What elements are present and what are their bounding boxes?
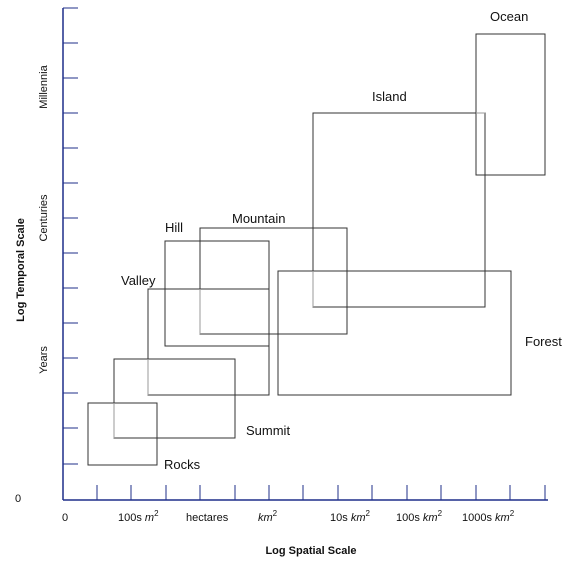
summit-box xyxy=(113,358,236,439)
island-label: Island xyxy=(372,89,407,104)
y-tick-millennia: Millennia xyxy=(38,64,50,108)
x-tick-zero: 0 xyxy=(62,512,68,524)
forest-label: Forest xyxy=(525,334,562,349)
x-tick-10s-km2: 10s km2 xyxy=(330,509,370,524)
y-tick-years: Years xyxy=(38,346,50,374)
x-tick-1000s-km2: 1000s km2 xyxy=(462,509,515,524)
y-axis-title: Log Temporal Scale xyxy=(15,218,27,322)
hill-label: Hill xyxy=(165,220,183,235)
y-ticks xyxy=(63,7,78,465)
x-axis-title: Log Spatial Scale xyxy=(265,545,356,557)
hill-box xyxy=(164,240,270,347)
rocks-box xyxy=(87,402,158,466)
y-tick-zero: 0 xyxy=(15,493,21,505)
ocean-label: Ocean xyxy=(490,9,528,24)
island-box xyxy=(312,112,486,308)
rocks-label: Rocks xyxy=(164,457,201,472)
overlap-lines xyxy=(113,112,485,438)
x-tick-100s-km2: 100s km2 xyxy=(396,509,443,524)
valley-label: Valley xyxy=(121,273,156,288)
mountain-box xyxy=(199,227,348,335)
x-tick-100s-m2: 100s m2 xyxy=(118,509,159,524)
mountain-label: Mountain xyxy=(232,211,285,226)
ocean-box xyxy=(475,33,546,176)
valley-box xyxy=(147,288,270,396)
summit-label: Summit xyxy=(246,423,290,438)
forest-box xyxy=(277,270,512,396)
x-tick-hectares: hectares xyxy=(186,512,229,524)
y-tick-centuries: Centuries xyxy=(38,194,50,242)
x-tick-km2: km2 xyxy=(258,509,278,524)
x-ticks xyxy=(96,485,546,500)
